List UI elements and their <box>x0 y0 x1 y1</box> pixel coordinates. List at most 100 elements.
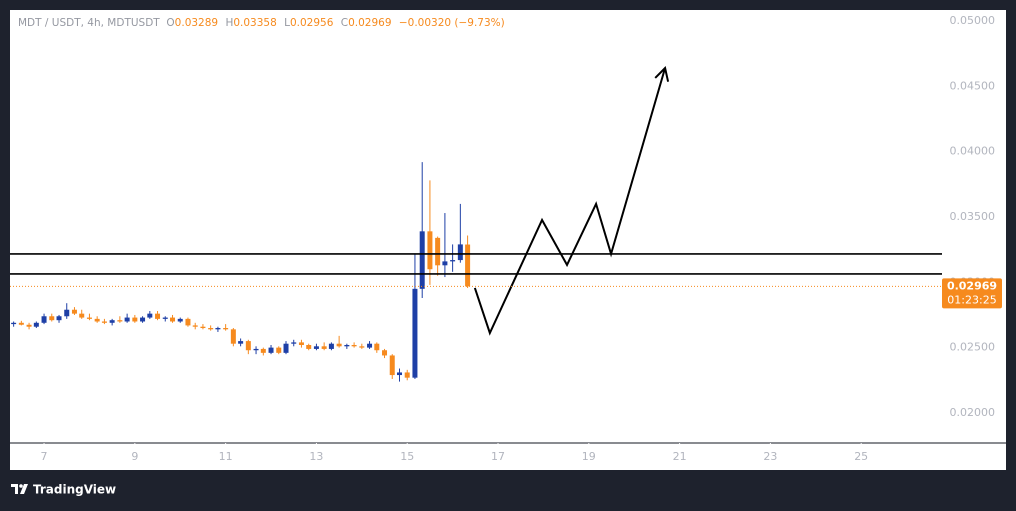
candle-body <box>49 316 55 321</box>
x-tick-label: 11 <box>219 450 233 463</box>
candle-body <box>86 317 92 319</box>
candle-body <box>162 317 168 319</box>
candle-body <box>41 316 47 323</box>
candle-body <box>177 318 183 322</box>
ohlc-value: 0.02956 <box>289 17 334 29</box>
candle-body <box>291 342 297 344</box>
brand: TradingView <box>33 483 116 497</box>
candle-body <box>109 320 115 323</box>
y-tick-label: 0.02500 <box>950 341 996 354</box>
logo <box>11 484 28 494</box>
candle-body <box>404 372 410 378</box>
candle-body <box>397 372 403 376</box>
candle-body <box>238 341 244 344</box>
candle-body <box>419 231 425 289</box>
ohlc-label: L <box>284 17 290 29</box>
last-price-box <box>942 278 1002 309</box>
candle-body <box>230 329 236 344</box>
candle-body <box>457 244 463 261</box>
candle-body <box>382 350 388 356</box>
x-tick-label: 17 <box>491 450 505 463</box>
candle-body <box>465 244 471 287</box>
candle-body <box>245 341 251 351</box>
candle-body <box>435 237 441 266</box>
y-tick-label: 0.04000 <box>950 145 996 158</box>
candle-body <box>155 313 161 319</box>
countdown: 01:23:25 <box>947 293 996 306</box>
candle-body <box>260 348 266 353</box>
arrow-head <box>654 66 670 82</box>
x-tick-label: 9 <box>131 450 138 463</box>
logo-icon <box>19 484 23 488</box>
x-tick-label: 25 <box>854 450 868 463</box>
candle-body <box>298 342 304 346</box>
candle-body <box>336 343 342 347</box>
candle-body <box>18 322 24 325</box>
x-tick-label: 15 <box>400 450 414 463</box>
candle-body <box>283 343 289 353</box>
x-tick-label: 19 <box>582 450 596 463</box>
candle-body <box>26 324 32 327</box>
candle-body <box>223 328 229 330</box>
symbol: MDT / USDT, 4h, MDTUSDT <box>18 17 160 29</box>
candle-body <box>253 348 259 351</box>
candle-body <box>140 317 146 322</box>
legend-header: MDT / USDT, 4h, MDTUSDT O0.03289 H0.0335… <box>18 17 509 29</box>
candle-body <box>124 317 130 322</box>
candle-body <box>215 328 221 330</box>
candle-body <box>306 345 312 349</box>
candle-body <box>94 318 100 322</box>
ohlc-label: H <box>225 17 234 29</box>
projection-path <box>473 67 667 336</box>
candle-body <box>321 346 327 349</box>
candle-body <box>132 317 138 322</box>
candle-body <box>412 288 418 378</box>
candle-body <box>101 321 107 323</box>
candle-body <box>389 355 395 376</box>
candle-body <box>71 309 77 314</box>
y-tick-label: 0.05000 <box>950 14 996 27</box>
ohlc-label: O <box>166 17 175 29</box>
candle-body <box>11 322 17 325</box>
candle-body <box>192 325 198 327</box>
candle-body <box>208 328 214 330</box>
x-tick-label: 13 <box>309 450 323 463</box>
chart-area <box>10 10 1006 470</box>
candle-body <box>147 313 153 318</box>
candle-body <box>328 343 334 349</box>
candle-body <box>313 346 319 349</box>
candle-body <box>33 322 39 327</box>
candle-body <box>79 313 85 318</box>
candle-body <box>351 345 357 347</box>
candle-body <box>374 343 380 351</box>
ohlc-value: 0.02969 <box>348 17 392 29</box>
y-tick-label: 0.03500 <box>950 210 996 223</box>
x-tick-label: 23 <box>763 450 777 463</box>
ohlc-value: 0.03289 <box>174 17 219 29</box>
candle-body <box>367 343 373 348</box>
change: −0.00320 (−9.73%) <box>398 17 505 29</box>
candle-body <box>200 326 206 329</box>
candle-body <box>56 316 62 321</box>
x-tick-label: 7 <box>41 450 48 463</box>
candle-body <box>276 347 282 353</box>
candle-body <box>427 231 433 270</box>
candle-body <box>185 318 191 326</box>
candle-body <box>450 260 456 262</box>
candle-body <box>64 309 70 317</box>
candle-body <box>117 320 123 322</box>
candle-body <box>170 317 176 322</box>
logo-icon <box>11 484 18 494</box>
candle-body <box>268 347 274 353</box>
ohlc-value: 0.03358 <box>233 17 277 29</box>
candle-body <box>442 261 448 266</box>
candle-body <box>359 346 365 348</box>
y-tick-label: 0.04500 <box>950 79 996 92</box>
x-tick-label: 21 <box>673 450 687 463</box>
logo-icon <box>20 484 28 494</box>
last-price-label: 0.02969 <box>947 279 997 292</box>
ohlc-label: C <box>340 17 349 29</box>
y-tick-label: 0.02000 <box>950 406 996 419</box>
